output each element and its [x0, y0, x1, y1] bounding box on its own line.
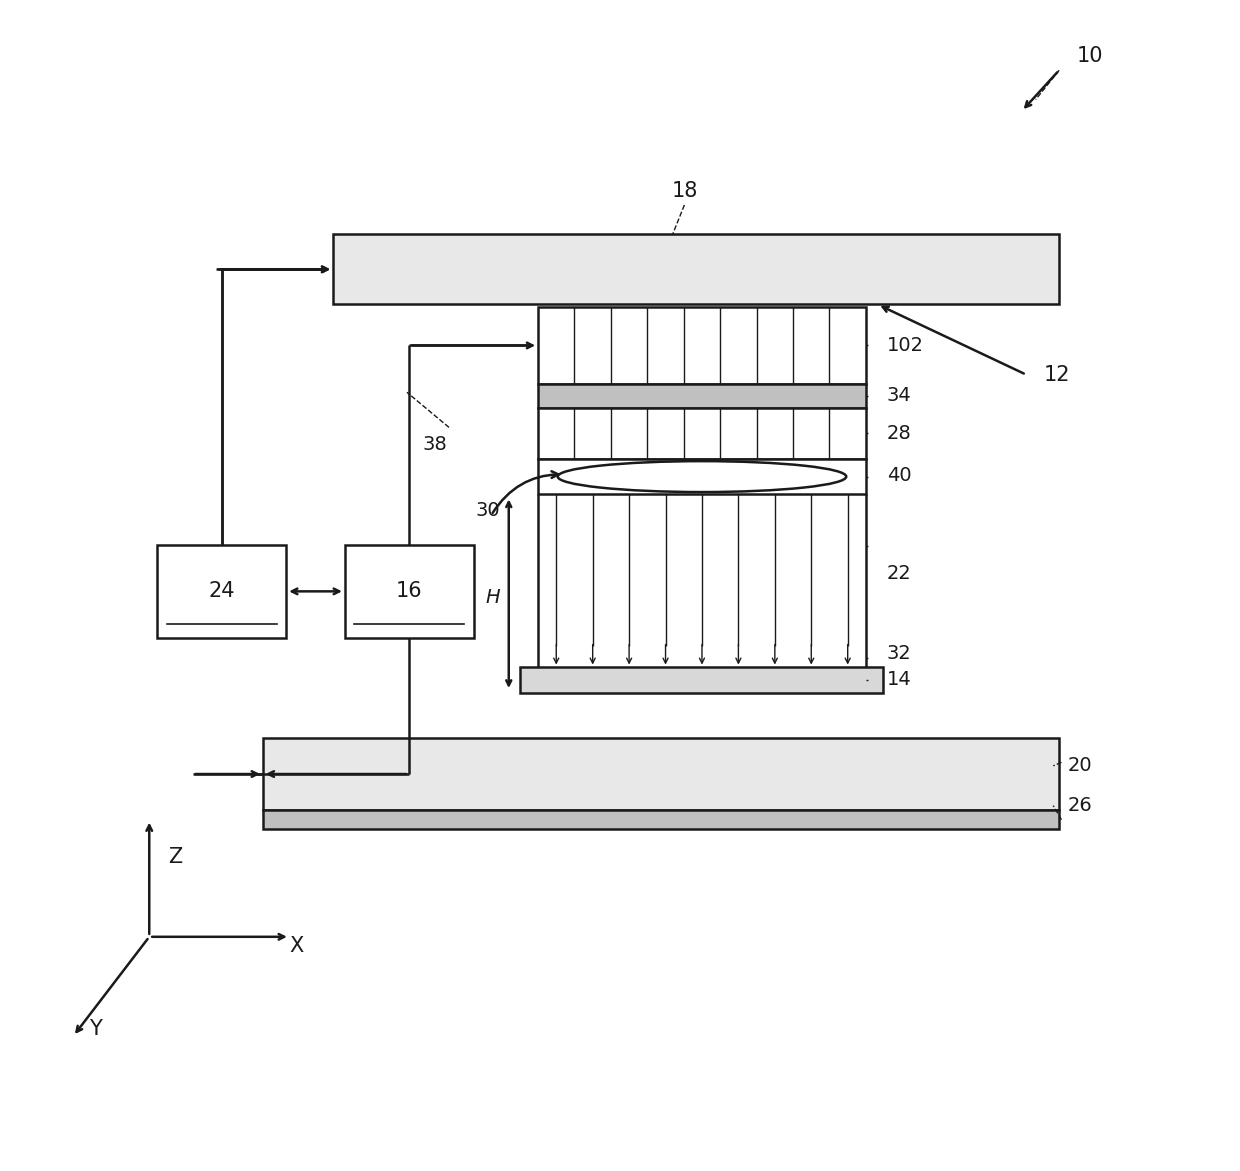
- Text: 22: 22: [887, 564, 911, 583]
- FancyBboxPatch shape: [157, 545, 286, 638]
- Text: 14: 14: [887, 670, 911, 689]
- FancyBboxPatch shape: [521, 667, 883, 693]
- Text: Y: Y: [89, 1019, 102, 1039]
- FancyArrowPatch shape: [492, 471, 558, 513]
- Text: 12: 12: [1044, 364, 1070, 385]
- Text: 26: 26: [1068, 796, 1092, 815]
- Text: 18: 18: [671, 182, 698, 201]
- Ellipse shape: [558, 461, 846, 492]
- Text: X: X: [290, 936, 304, 957]
- Text: 28: 28: [887, 424, 911, 443]
- Text: 16: 16: [396, 581, 423, 602]
- Text: 102: 102: [887, 336, 924, 355]
- Text: 10: 10: [1076, 46, 1104, 67]
- FancyBboxPatch shape: [263, 738, 1059, 810]
- FancyBboxPatch shape: [538, 408, 866, 459]
- Text: 30: 30: [476, 501, 501, 520]
- Text: 24: 24: [208, 581, 236, 602]
- FancyBboxPatch shape: [538, 307, 866, 384]
- FancyBboxPatch shape: [538, 384, 866, 408]
- Text: 38: 38: [423, 436, 448, 454]
- Text: 32: 32: [887, 644, 911, 663]
- Text: 40: 40: [887, 466, 911, 485]
- FancyBboxPatch shape: [345, 545, 474, 638]
- Text: 20: 20: [1068, 756, 1092, 775]
- Text: Z: Z: [167, 847, 182, 867]
- FancyBboxPatch shape: [263, 810, 1059, 829]
- FancyBboxPatch shape: [334, 234, 1059, 304]
- Text: 34: 34: [887, 386, 911, 405]
- FancyBboxPatch shape: [538, 459, 866, 494]
- Text: H: H: [486, 588, 501, 607]
